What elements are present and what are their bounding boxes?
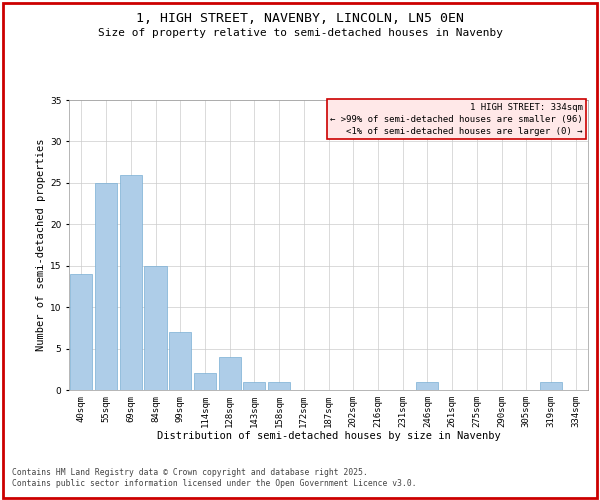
Bar — [243, 382, 265, 390]
Bar — [416, 382, 439, 390]
Bar — [145, 266, 167, 390]
Y-axis label: Number of semi-detached properties: Number of semi-detached properties — [35, 138, 46, 352]
Bar — [95, 183, 117, 390]
Text: 1 HIGH STREET: 334sqm
← >99% of semi-detached houses are smaller (96)
<1% of sem: 1 HIGH STREET: 334sqm ← >99% of semi-det… — [330, 103, 583, 136]
Text: Contains HM Land Registry data © Crown copyright and database right 2025.
Contai: Contains HM Land Registry data © Crown c… — [12, 468, 416, 487]
Text: Size of property relative to semi-detached houses in Navenby: Size of property relative to semi-detach… — [97, 28, 503, 38]
Bar — [70, 274, 92, 390]
Bar — [540, 382, 562, 390]
Bar — [194, 374, 216, 390]
Bar — [268, 382, 290, 390]
Bar — [119, 174, 142, 390]
Bar — [218, 357, 241, 390]
Text: 1, HIGH STREET, NAVENBY, LINCOLN, LN5 0EN: 1, HIGH STREET, NAVENBY, LINCOLN, LN5 0E… — [136, 12, 464, 26]
X-axis label: Distribution of semi-detached houses by size in Navenby: Distribution of semi-detached houses by … — [157, 432, 500, 442]
Bar — [169, 332, 191, 390]
